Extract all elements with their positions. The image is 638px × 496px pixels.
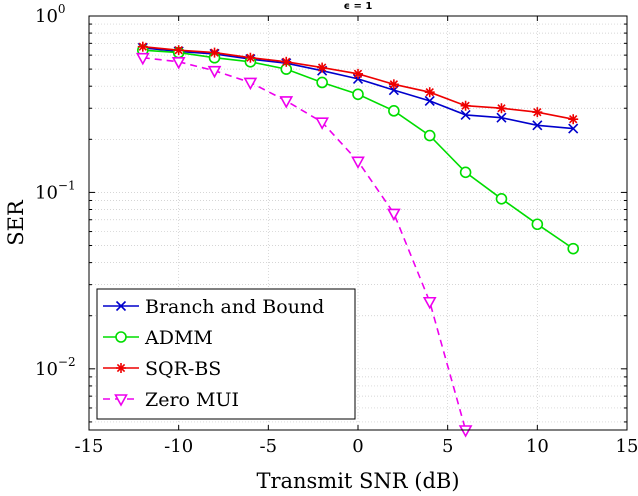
data-point <box>531 218 544 231</box>
data-point <box>207 65 222 79</box>
legend: Branch and Bound ADMM SQR-BS Zero MUI <box>96 288 356 420</box>
legend-item: SQR-BS <box>103 358 221 380</box>
data-point <box>424 95 435 107</box>
legend-marker <box>115 300 127 312</box>
data-point <box>532 107 543 118</box>
data-point <box>137 41 148 52</box>
data-point <box>171 57 186 70</box>
marker-stroke <box>532 120 543 131</box>
y-tick-label: 10−1 <box>35 178 76 203</box>
x-axis-title: Transmit SNR (dB) <box>256 469 459 493</box>
data-point <box>317 62 328 73</box>
data-point <box>458 425 473 438</box>
x-tick-label: -10 <box>164 436 193 457</box>
marker-stroke <box>424 95 435 107</box>
legend-label: SQR-BS <box>145 358 221 380</box>
data-point <box>243 77 258 91</box>
marker-stroke <box>425 88 434 97</box>
y-tick-label: 10−2 <box>35 355 76 380</box>
y-tick-label-exponent: −2 <box>58 355 76 369</box>
y-axis-title: SER <box>4 199 28 246</box>
data-point <box>316 76 328 89</box>
data-point <box>388 105 400 117</box>
chart-title: ϵ = 1 <box>344 1 373 12</box>
marker-stroke <box>282 57 291 66</box>
data-point <box>568 123 579 134</box>
marker-stroke <box>115 300 127 312</box>
data-point <box>423 129 436 142</box>
data-point <box>532 120 543 131</box>
data-point <box>353 68 363 79</box>
y-tick-label-exponent: −1 <box>58 178 76 192</box>
data-point <box>209 47 220 58</box>
marker-stroke <box>116 363 126 373</box>
data-point <box>422 296 437 310</box>
legend-item: ADMM <box>103 327 213 349</box>
marker-stroke <box>460 109 471 120</box>
legend-item: Zero MUI <box>103 389 239 411</box>
data-point <box>460 109 471 120</box>
x-tick-label: -5 <box>260 436 278 457</box>
data-point <box>495 192 508 205</box>
marker-stroke <box>246 53 255 62</box>
data-point <box>496 103 507 114</box>
legend-label: Zero MUI <box>145 389 239 411</box>
series-line <box>142 56 467 431</box>
marker-stroke <box>497 104 506 113</box>
data-point <box>281 56 292 67</box>
series-3 <box>135 52 473 438</box>
data-point <box>135 52 150 66</box>
data-point <box>460 100 471 111</box>
x-tick-label: 10 <box>526 436 549 457</box>
legend-marker <box>115 331 127 343</box>
data-point <box>173 45 184 56</box>
data-point <box>387 208 401 222</box>
data-point <box>245 52 256 63</box>
data-point <box>315 117 329 130</box>
series-2 <box>137 41 579 125</box>
data-point <box>568 114 579 125</box>
data-point <box>424 87 435 98</box>
marker-stroke <box>389 80 399 89</box>
legend-box <box>96 288 356 420</box>
legend-marker <box>116 363 126 373</box>
x-tick-label: 5 <box>442 436 453 457</box>
data-point <box>567 242 580 255</box>
marker-stroke <box>174 46 183 55</box>
y-tick-label: 100 <box>35 2 66 27</box>
marker-stroke <box>317 63 327 72</box>
legend-label: Branch and Bound <box>145 296 324 318</box>
x-tick-label: -15 <box>75 436 104 457</box>
marker-stroke <box>138 42 147 51</box>
legend-marker <box>114 394 128 407</box>
data-point <box>351 156 365 170</box>
y-tick-label-base: 10 <box>35 6 58 27</box>
marker-stroke <box>533 108 542 117</box>
marker-stroke <box>353 69 363 79</box>
legend-item: Branch and Bound <box>103 296 324 318</box>
y-tick-label-exponent: 0 <box>58 2 66 16</box>
data-point <box>388 79 399 90</box>
marker-stroke <box>569 115 578 124</box>
data-point <box>279 96 294 109</box>
marker-stroke <box>496 112 507 123</box>
data-point <box>352 88 364 101</box>
data-point <box>459 166 472 179</box>
y-tick-label-base: 10 <box>35 182 58 203</box>
x-tick-label: 15 <box>616 436 638 457</box>
y-tick-label-base: 10 <box>35 359 58 380</box>
marker-stroke <box>568 123 579 134</box>
marker-stroke <box>210 48 219 57</box>
data-point <box>496 112 507 123</box>
series-layer <box>135 41 580 438</box>
marker-stroke <box>461 101 470 110</box>
x-tick-label: 0 <box>352 436 363 457</box>
legend-label: ADMM <box>144 327 213 349</box>
